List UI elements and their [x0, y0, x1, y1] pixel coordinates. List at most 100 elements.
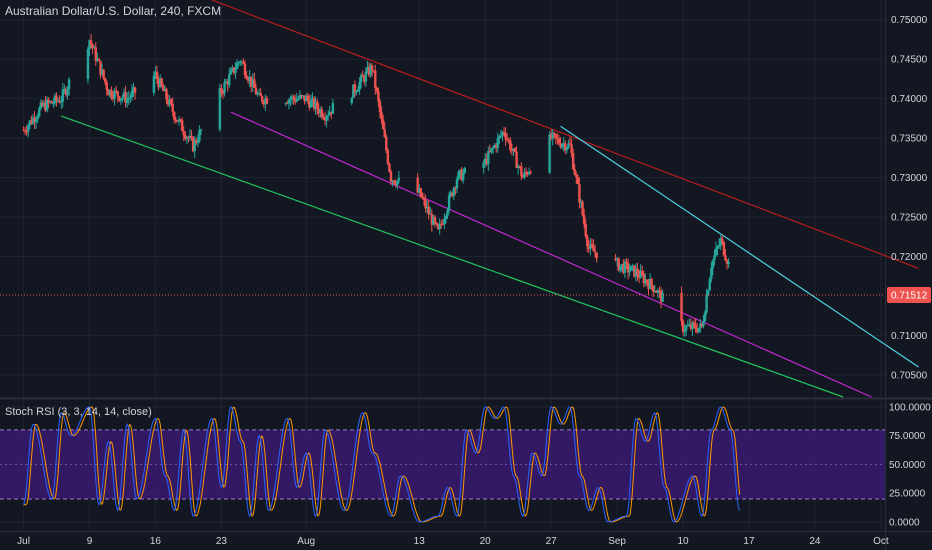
- candle-body: [691, 322, 694, 330]
- candle-body: [121, 97, 124, 99]
- candle-body: [256, 93, 259, 95]
- candle-body: [174, 119, 178, 121]
- candle-body: [323, 118, 327, 121]
- candle-body: [647, 283, 650, 289]
- x-tick-label: 23: [216, 536, 228, 547]
- last-price-label: 0.71512: [891, 291, 928, 302]
- candle-body: [104, 78, 107, 83]
- candle-body: [308, 100, 311, 108]
- candle-body: [353, 84, 357, 93]
- candle-body: [694, 324, 697, 330]
- candle-body: [584, 223, 587, 237]
- candle-body: [567, 143, 570, 148]
- candle-body: [160, 78, 163, 86]
- candle-body: [634, 268, 638, 277]
- candle-body: [364, 71, 368, 82]
- candle-body: [529, 171, 532, 173]
- candle-body: [111, 97, 115, 99]
- x-tick-label: Sep: [608, 536, 626, 547]
- candle-body: [615, 258, 619, 261]
- candle-body: [438, 223, 441, 230]
- candle-body: [31, 117, 35, 124]
- candle-body: [168, 99, 171, 105]
- candle-body: [653, 291, 656, 293]
- candle-body: [108, 89, 112, 96]
- candle-body: [556, 137, 559, 139]
- candle-body: [287, 99, 291, 104]
- candle-body: [551, 132, 554, 139]
- y-tick-label: 0.71000: [891, 331, 928, 342]
- candle-body: [113, 90, 116, 99]
- candle-body: [719, 238, 722, 246]
- chart-axes[interactable]: Jul 9 16 23 Aug 13 20 27 Sep 10 17 24 Oct 0.75000 0.74…: [17, 15, 931, 547]
- indicator-title[interactable]: Stoch RSI (3, 3, 14, 14, close): [5, 406, 152, 418]
- candle-body: [386, 150, 390, 164]
- candle-body: [234, 69, 237, 73]
- candle-body: [444, 216, 448, 220]
- candle-body: [60, 101, 63, 103]
- candle-body: [449, 192, 452, 196]
- candle-body: [185, 137, 189, 139]
- symbol-title[interactable]: Australian Dollar/U.S. Dollar, 240, FXCM: [5, 4, 222, 18]
- candle-body: [462, 173, 465, 181]
- candle-body: [658, 290, 661, 292]
- candle-body: [689, 324, 693, 330]
- indicator-tick-label: 0.0000: [889, 517, 920, 528]
- candle-body: [419, 188, 423, 197]
- candle-body: [45, 99, 49, 111]
- last-price-line: 0.71512: [0, 287, 931, 304]
- candlestick-series: [22, 34, 730, 338]
- candle-body: [176, 120, 179, 122]
- candle-body: [494, 145, 498, 148]
- candle-body: [680, 292, 683, 321]
- candle-body: [38, 108, 41, 117]
- x-tick-label: Oct: [873, 536, 889, 547]
- y-tick-label: 0.74000: [891, 94, 928, 105]
- y-tick-label: 0.73500: [891, 134, 928, 145]
- candle-body: [697, 327, 700, 333]
- candle-body: [652, 285, 655, 292]
- candle-body: [722, 241, 726, 256]
- candle-body: [315, 101, 319, 109]
- candle-body: [716, 246, 719, 249]
- candle-body: [34, 119, 38, 123]
- candle-body: [570, 144, 573, 153]
- candle-body: [122, 92, 126, 98]
- candle-body: [110, 89, 113, 98]
- candle-body: [509, 140, 512, 151]
- candle-body: [510, 150, 514, 152]
- candle-body: [614, 258, 617, 261]
- candle-body: [659, 290, 663, 302]
- candle-body: [243, 63, 247, 76]
- candle-body: [641, 270, 644, 275]
- candle-body: [367, 67, 371, 76]
- candle-body: [699, 323, 702, 328]
- candle-body: [319, 109, 322, 114]
- candle-body: [294, 99, 297, 102]
- candle-body: [724, 255, 727, 261]
- candle-body: [378, 101, 382, 113]
- candle-body: [58, 100, 61, 103]
- candle-body: [429, 213, 432, 215]
- candle-body: [717, 245, 721, 247]
- candle-body: [451, 192, 454, 197]
- candle-body: [311, 98, 314, 101]
- candle-body: [52, 103, 55, 105]
- candle-body: [96, 58, 99, 61]
- candle-body: [265, 98, 269, 104]
- candle-body: [705, 295, 708, 313]
- candle-body: [190, 135, 193, 138]
- candle-body: [394, 183, 397, 186]
- candle-body: [582, 214, 586, 224]
- candle-body: [586, 236, 589, 247]
- candle-body: [187, 137, 190, 139]
- candle-body: [573, 169, 576, 175]
- candle-body: [325, 116, 328, 121]
- candle-body: [711, 260, 715, 269]
- candle-body: [518, 166, 521, 168]
- candle-body: [636, 268, 639, 276]
- trendlines[interactable]: [61, 0, 919, 398]
- candle-body: [193, 140, 196, 152]
- candle-body: [36, 116, 39, 120]
